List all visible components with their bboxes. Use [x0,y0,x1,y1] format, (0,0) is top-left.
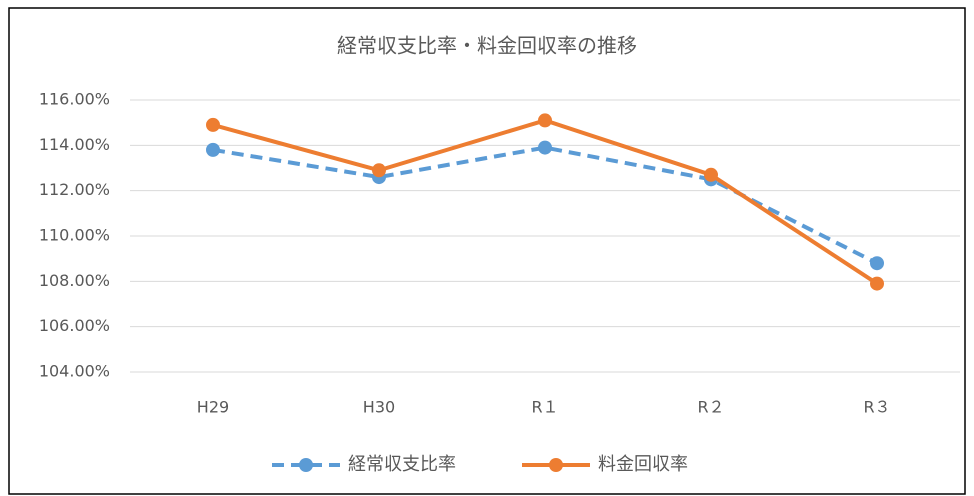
data-point [372,163,386,178]
data-point [870,276,884,291]
x-tick-label: R３ [863,398,890,417]
x-tick-label: H29 [197,398,229,417]
legend-label: 経常収支比率 [348,454,456,475]
y-tick-label: 110.00% [39,226,110,245]
y-tick-label: 108.00% [39,271,110,290]
x-tick-label: R２ [697,398,724,417]
data-point [206,142,220,157]
legend-label: 料金回収率 [598,454,688,475]
data-point [538,140,552,155]
y-tick-label: 112.00% [39,180,110,199]
y-tick-label: 114.00% [39,135,110,154]
chart-title: 経常収支比率・料金回収率の推移 [337,34,637,58]
x-tick-label: H30 [363,398,395,417]
data-point [538,113,552,128]
y-tick-label: 104.00% [39,362,110,381]
x-tick-label: R１ [531,398,558,417]
data-point [870,256,884,271]
y-tick-label: 106.00% [39,316,110,335]
chart-border [8,7,966,495]
y-tick-label: 116.00% [39,90,110,109]
data-point [206,117,220,132]
data-point [704,167,718,182]
legend-marker [549,458,563,472]
legend-marker [299,458,313,472]
